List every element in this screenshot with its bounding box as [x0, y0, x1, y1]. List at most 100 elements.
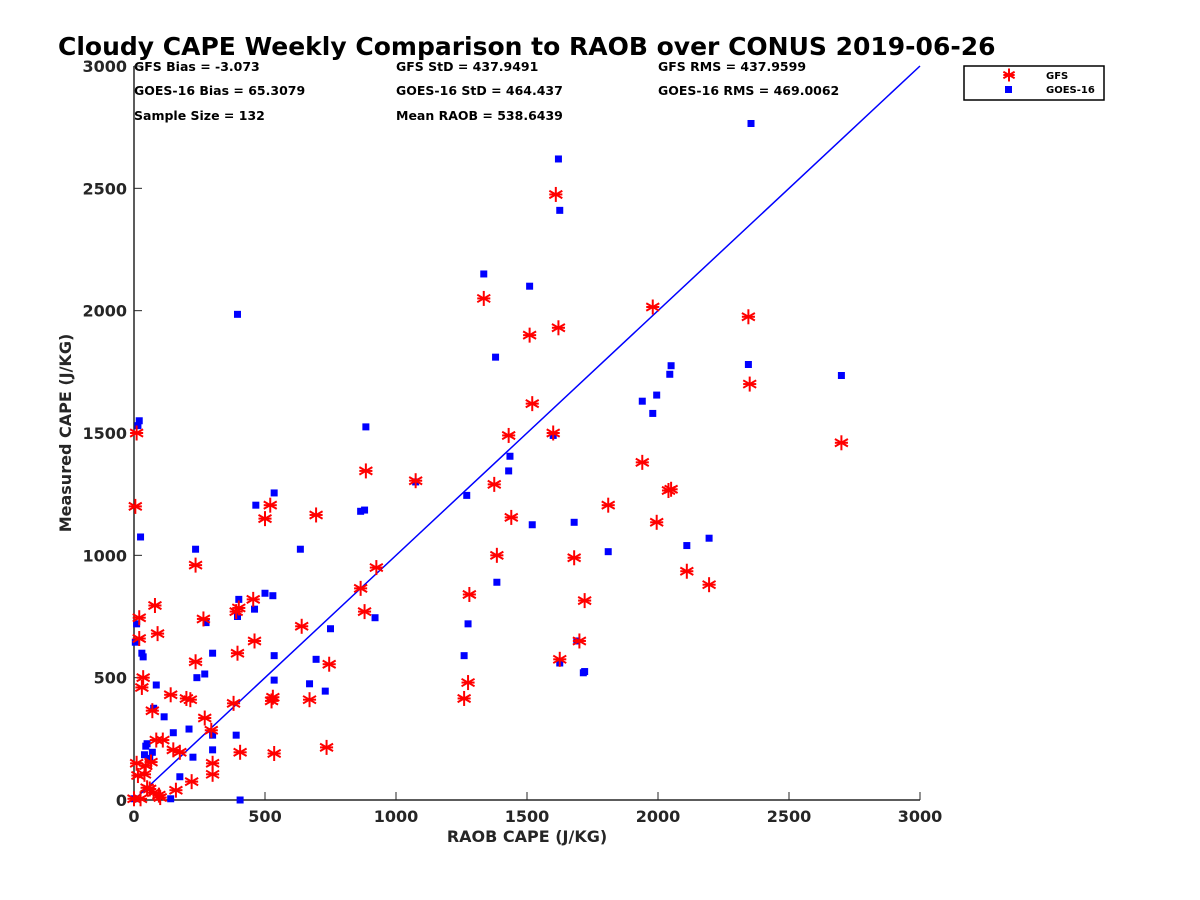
gfs-point	[649, 514, 664, 530]
x-axis-label: RAOB CAPE (J/KG)	[447, 827, 607, 846]
goes16-point	[233, 310, 241, 318]
stat-goes16-std: GOES-16 StD = 464.437	[396, 83, 563, 98]
goes16-point	[649, 409, 657, 417]
gfs-point	[834, 435, 849, 451]
goes16-point	[236, 796, 244, 804]
legend-goes16-label: GOES-16	[1046, 85, 1095, 96]
x-tick-label: 1500	[505, 807, 550, 826]
y-tick-label: 2000	[82, 302, 127, 321]
goes16-point	[235, 595, 243, 603]
gfs-point	[742, 376, 757, 392]
goes16-point	[201, 670, 209, 678]
chart-title: Cloudy CAPE Weekly Comparison to RAOB ov…	[58, 32, 996, 61]
gfs-point	[263, 497, 278, 513]
goes16-point	[189, 753, 197, 761]
gfs-point	[408, 473, 423, 489]
gfs-point	[196, 611, 211, 627]
goes16-point	[185, 725, 193, 733]
stat-sample-size: Sample Size = 132	[134, 108, 265, 123]
stat-gfs-std: GFS StD = 437.9491	[396, 59, 538, 74]
legend-box	[963, 65, 1105, 101]
gfs-point	[132, 610, 147, 626]
gfs-point	[525, 396, 540, 412]
goes16-point	[638, 397, 646, 405]
goes16-point	[480, 270, 488, 278]
goes16-point	[526, 282, 534, 290]
stats-annotations: GFS Bias = -3.073 GFS StD = 437.9491 GFS…	[134, 59, 839, 123]
goes16-point	[667, 362, 675, 370]
stat-mean-raob: Mean RAOB = 538.6439	[396, 108, 563, 123]
gfs-point	[548, 186, 563, 202]
goes16-point	[362, 423, 370, 431]
goes16-point	[556, 206, 564, 214]
goes16-point	[133, 620, 141, 628]
stat-goes16-bias: GOES-16 Bias = 65.3079	[134, 83, 305, 98]
gfs-point	[302, 692, 317, 708]
goes16-point	[705, 534, 713, 542]
goes16-point	[150, 704, 158, 712]
gfs-point	[546, 425, 561, 441]
axes: 0 500 1000 1500 2000 2500 3000 0 500 1000 1500 2000…	[82, 57, 942, 826]
gfs-point	[197, 710, 212, 726]
gfs-point	[635, 454, 650, 470]
goes16-point	[233, 613, 241, 620]
goes16-point	[142, 742, 150, 750]
goes16-point	[505, 467, 513, 475]
goes16-point	[464, 620, 472, 628]
gfs-point	[319, 739, 334, 755]
goes16-point	[581, 668, 589, 676]
goes16-point	[327, 625, 334, 633]
goes16-point	[357, 507, 365, 515]
stat-gfs-bias: GFS Bias = -3.073	[134, 59, 260, 74]
gfs-point	[522, 327, 537, 343]
goes16-point	[160, 713, 168, 721]
goes16-point	[176, 773, 184, 781]
goes16-point	[252, 501, 260, 509]
gfs-point	[128, 498, 143, 514]
y-tick-label: 3000	[82, 57, 127, 76]
y-axis-label: Measured CAPE (J/KG)	[56, 334, 75, 533]
goes16-point	[269, 592, 277, 600]
goes16-point	[138, 649, 146, 657]
goes16-point	[683, 542, 691, 550]
goes16-point	[209, 731, 217, 739]
gfs-point	[229, 604, 244, 620]
goes16-point	[137, 533, 145, 541]
goes16-point	[296, 545, 304, 553]
goes16-point	[570, 518, 578, 526]
x-tick-label: 2000	[636, 807, 681, 826]
goes16-point	[209, 746, 217, 754]
gfs-point	[601, 497, 616, 513]
gfs-point	[246, 591, 261, 607]
goes16-point	[131, 638, 139, 646]
gfs-point	[309, 507, 324, 523]
gfs-point	[230, 645, 245, 661]
gfs-point	[168, 782, 183, 798]
gfs-point	[138, 758, 153, 774]
gfs-point	[487, 476, 502, 492]
gfs-point	[567, 550, 582, 566]
gfs-point	[140, 780, 155, 796]
gfs-point	[353, 580, 368, 596]
y-tick-label: 1000	[82, 546, 127, 565]
goes16-point	[528, 521, 536, 529]
gfs-point	[188, 557, 203, 573]
y-tick-label: 1500	[82, 424, 127, 443]
gfs-point	[204, 722, 219, 738]
goes16-point	[202, 619, 210, 627]
x-tick-label: 0	[128, 807, 139, 826]
gfs-point	[489, 547, 504, 563]
gfs-point	[577, 593, 592, 609]
stat-goes16-rms: GOES-16 RMS = 469.0062	[658, 83, 839, 98]
gfs-point	[551, 320, 566, 336]
y-tick-label: 0	[116, 791, 127, 810]
y-tick-label: 2500	[82, 179, 127, 198]
gfs-point	[172, 744, 187, 760]
goes16-point	[653, 391, 661, 399]
gfs-point	[264, 693, 279, 709]
gfs-point	[322, 656, 337, 672]
gfs-point	[462, 586, 477, 602]
gfs-point	[461, 675, 476, 691]
goes16-point	[192, 545, 200, 553]
